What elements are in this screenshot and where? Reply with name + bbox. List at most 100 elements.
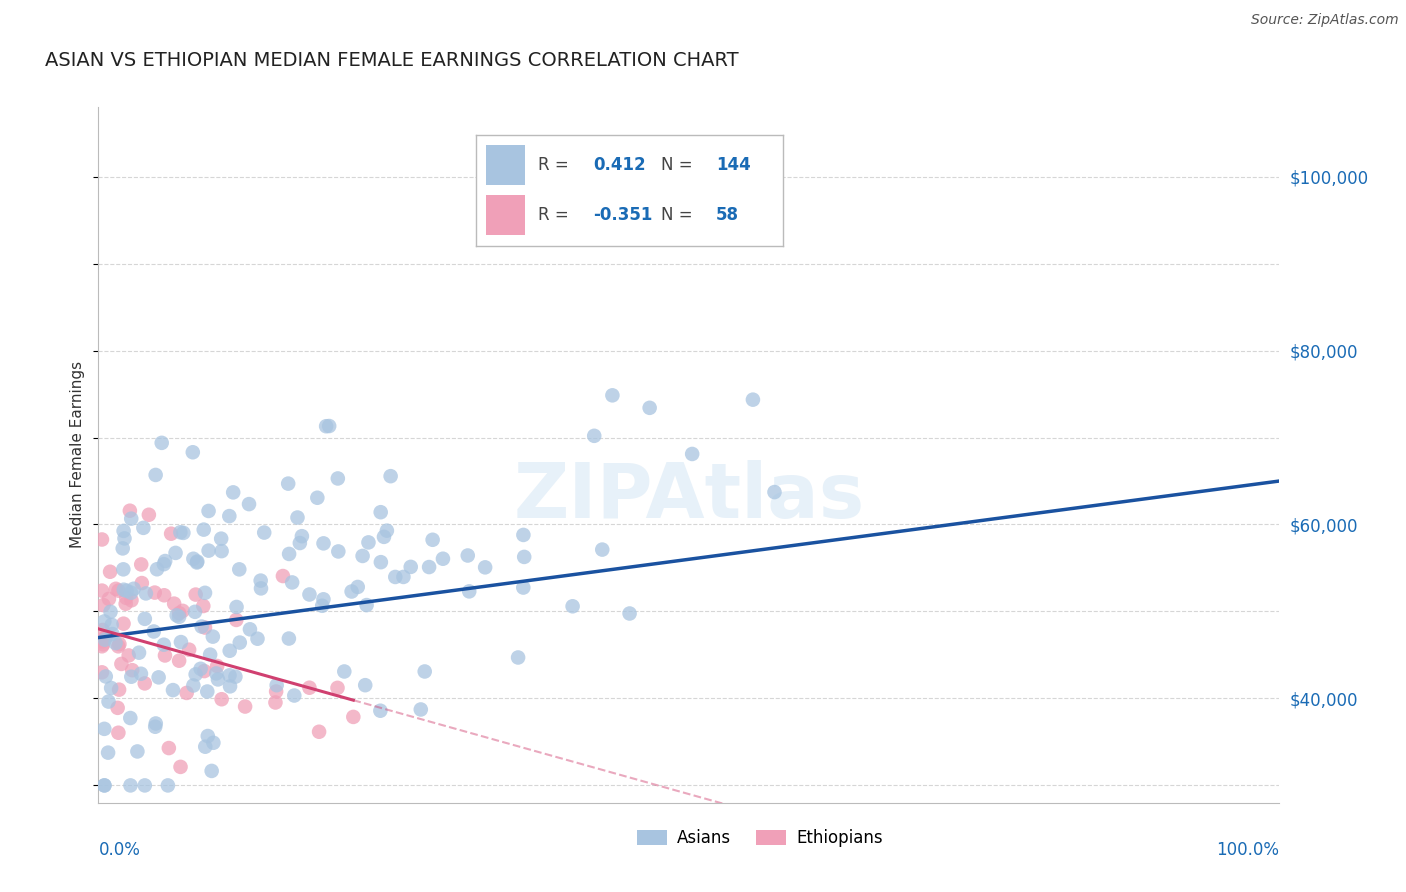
Point xyxy=(91,533,114,547)
Point xyxy=(181,445,204,459)
Point xyxy=(512,528,534,542)
Point xyxy=(638,401,661,415)
Point xyxy=(186,556,208,570)
Point xyxy=(264,684,287,698)
Point xyxy=(380,469,402,483)
Point xyxy=(264,696,287,710)
Point xyxy=(342,710,364,724)
Point xyxy=(167,654,190,668)
Point xyxy=(167,609,190,624)
Point xyxy=(186,555,208,569)
Point xyxy=(183,551,205,566)
Point xyxy=(110,657,132,671)
Point xyxy=(219,679,242,693)
Point xyxy=(157,741,180,756)
Point xyxy=(112,582,135,597)
Point xyxy=(198,648,221,662)
Point xyxy=(513,549,536,564)
Point xyxy=(193,599,215,613)
Point xyxy=(224,670,246,684)
Point xyxy=(201,630,224,644)
Point xyxy=(352,549,374,563)
Point xyxy=(127,744,149,758)
Point xyxy=(458,584,481,599)
Point xyxy=(120,511,142,525)
Point xyxy=(298,681,321,695)
Point xyxy=(172,604,194,618)
Point xyxy=(238,497,260,511)
Point xyxy=(209,532,232,546)
Point xyxy=(211,692,233,706)
Point xyxy=(98,565,121,579)
Point xyxy=(91,623,114,637)
Point xyxy=(225,599,247,614)
Point xyxy=(246,632,269,646)
Point xyxy=(194,739,217,754)
Point xyxy=(93,778,115,793)
Point xyxy=(107,640,129,654)
Point xyxy=(145,467,167,482)
Point xyxy=(193,664,215,678)
Point xyxy=(418,560,440,574)
Point xyxy=(183,678,205,692)
Point xyxy=(432,551,454,566)
Text: 0.0%: 0.0% xyxy=(98,841,141,859)
Point xyxy=(121,593,143,607)
Y-axis label: Median Female Earnings: Median Female Earnings xyxy=(70,361,86,549)
Point xyxy=(409,702,432,716)
Point xyxy=(111,541,134,556)
Point xyxy=(129,666,152,681)
Point xyxy=(94,632,117,647)
Point xyxy=(318,419,340,434)
Point xyxy=(193,523,215,537)
Text: Source: ZipAtlas.com: Source: ZipAtlas.com xyxy=(1251,13,1399,28)
Point xyxy=(108,682,131,697)
Point xyxy=(229,635,252,649)
Point xyxy=(583,429,606,443)
Point xyxy=(474,560,496,574)
Point xyxy=(153,648,176,663)
Point xyxy=(150,435,173,450)
Point xyxy=(179,642,201,657)
Point xyxy=(91,634,114,648)
Point xyxy=(194,586,217,600)
Point xyxy=(145,716,167,731)
Point xyxy=(370,704,392,718)
Point xyxy=(114,597,136,611)
Point xyxy=(278,547,301,561)
Point xyxy=(253,525,276,540)
Point xyxy=(512,581,534,595)
Point xyxy=(153,638,176,652)
Point xyxy=(312,592,335,607)
Point xyxy=(356,598,378,612)
Point xyxy=(112,562,135,576)
Point xyxy=(205,659,228,673)
Point xyxy=(311,599,333,613)
Point xyxy=(169,525,191,540)
Point xyxy=(218,668,240,682)
Point xyxy=(153,554,176,568)
Point xyxy=(197,729,219,743)
Point xyxy=(561,599,583,614)
Point xyxy=(107,701,129,715)
Point xyxy=(100,617,122,632)
Point xyxy=(162,683,184,698)
Point xyxy=(312,536,335,550)
Point xyxy=(115,583,138,598)
Point xyxy=(249,574,271,588)
Point xyxy=(197,504,219,518)
Point xyxy=(283,689,305,703)
Point xyxy=(266,678,288,692)
Point xyxy=(207,673,229,687)
Point xyxy=(250,582,273,596)
Point xyxy=(112,524,135,538)
Point xyxy=(205,666,228,681)
Point xyxy=(742,392,765,407)
Point xyxy=(112,616,135,631)
Point xyxy=(291,529,314,543)
Point xyxy=(233,699,256,714)
Text: ASIAN VS ETHIOPIAN MEDIAN FEMALE EARNINGS CORRELATION CHART: ASIAN VS ETHIOPIAN MEDIAN FEMALE EARNING… xyxy=(45,52,740,70)
Point xyxy=(354,678,377,692)
Point xyxy=(373,530,395,544)
Point xyxy=(118,648,141,663)
